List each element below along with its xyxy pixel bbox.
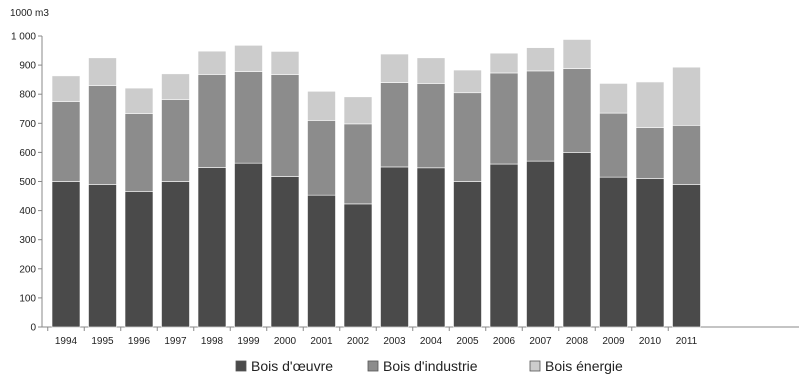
bar-segment [161,181,190,328]
y-tick-label: 100 [19,293,36,304]
bar-segment [307,90,336,121]
legend: Bois d'œuvre Bois d'industrie Bois énergie [235,358,623,374]
bar-segment [197,74,227,168]
bar-segment [234,45,263,72]
bar-segment [453,181,482,328]
x-tick-label: 2007 [529,336,552,347]
bar-segment [489,163,519,328]
x-tick-label: 1994 [55,336,78,347]
bar-segment [270,176,300,328]
bar-segment [124,113,154,192]
y-tick-label: 200 [19,264,36,275]
x-tick-label: 2001 [310,336,333,347]
bar-segment [416,57,446,84]
y-tick-label: 1 000 [11,32,36,43]
bar-segment [672,184,701,328]
bar-segment [51,101,81,182]
x-tick-label: 1997 [164,336,187,347]
bar-segment [380,53,409,83]
x-tick-label: 2009 [602,336,625,347]
bar-segment [489,52,519,74]
bar-segment [453,69,482,94]
bar-segment [416,83,446,169]
x-tick-label: 2002 [347,336,370,347]
y-tick-label: 300 [19,235,36,246]
x-tick-label: 2010 [639,336,662,347]
x-tick-label: 2004 [420,336,443,347]
bar-segment [526,47,555,72]
x-tick-label: 2008 [566,336,589,347]
legend-swatch [235,360,247,372]
bar-segment [635,178,665,328]
bar-segment [270,74,300,177]
bar-segment [51,75,81,102]
x-tick-label: 1998 [201,336,224,347]
bar-segment [672,125,701,185]
bar-segment [380,166,409,328]
x-tick-label: 2006 [493,336,516,347]
bar-segment [270,51,300,76]
y-tick-label: 600 [19,148,36,159]
bar-segment [526,70,555,162]
bar-segment [380,82,409,168]
bars [51,39,701,328]
y-axis-unit-label: 1000 m3 [10,8,49,19]
bar-segment [635,127,665,179]
bar-segment [453,92,482,182]
bar-segment [197,167,227,328]
bar-segment [88,57,117,86]
legend-label: Bois d'industrie [383,358,478,374]
x-tick-label: 2005 [456,336,479,347]
bar-segment [562,152,592,328]
bar-segment [343,203,373,328]
bar-segment [88,85,117,185]
axes: 0 100 200 300 400 500 600 700 800 900 1 000 1994 199… [11,32,799,347]
bar-segment [234,71,263,164]
bar-segment [599,112,628,178]
bar-segment [343,123,373,205]
x-tick-label: 1996 [128,336,151,347]
bar-segment [124,191,154,328]
x-tick-label: 2003 [383,336,406,347]
bar-segment [307,194,336,328]
x-tick-label: 1995 [91,336,114,347]
bar-segment [124,87,154,114]
bar-segment [562,68,592,153]
bar-segment [161,73,190,100]
y-tick-label: 500 [19,177,36,188]
x-tick-label: 2000 [274,336,297,347]
x-tick-label: 1999 [237,336,260,347]
x-tick-label: 2011 [676,336,698,347]
y-tick-label: 900 [19,61,36,72]
bar-segment [599,83,628,114]
bar-segment [562,39,592,69]
bar-segment [672,66,701,126]
legend-swatch [367,360,379,372]
legend-swatch [529,360,541,372]
bar-segment [307,120,336,196]
bar-segment [161,99,190,182]
bar-segment [197,50,227,75]
y-tick-label: 0 [30,323,36,334]
y-tick-label: 700 [19,119,36,130]
bar-segment [51,181,81,328]
legend-label: Bois énergie [545,358,623,374]
bar-segment [416,167,446,328]
bar-segment [343,96,373,125]
y-tick-label: 800 [19,90,36,101]
y-tick-label: 400 [19,206,36,217]
legend-label: Bois d'œuvre [251,358,333,374]
bar-segment [234,162,263,328]
bar-segment [88,184,117,328]
bar-segment [489,72,519,165]
bar-segment [526,160,555,328]
bar-segment [635,81,665,128]
bar-segment [599,176,628,328]
